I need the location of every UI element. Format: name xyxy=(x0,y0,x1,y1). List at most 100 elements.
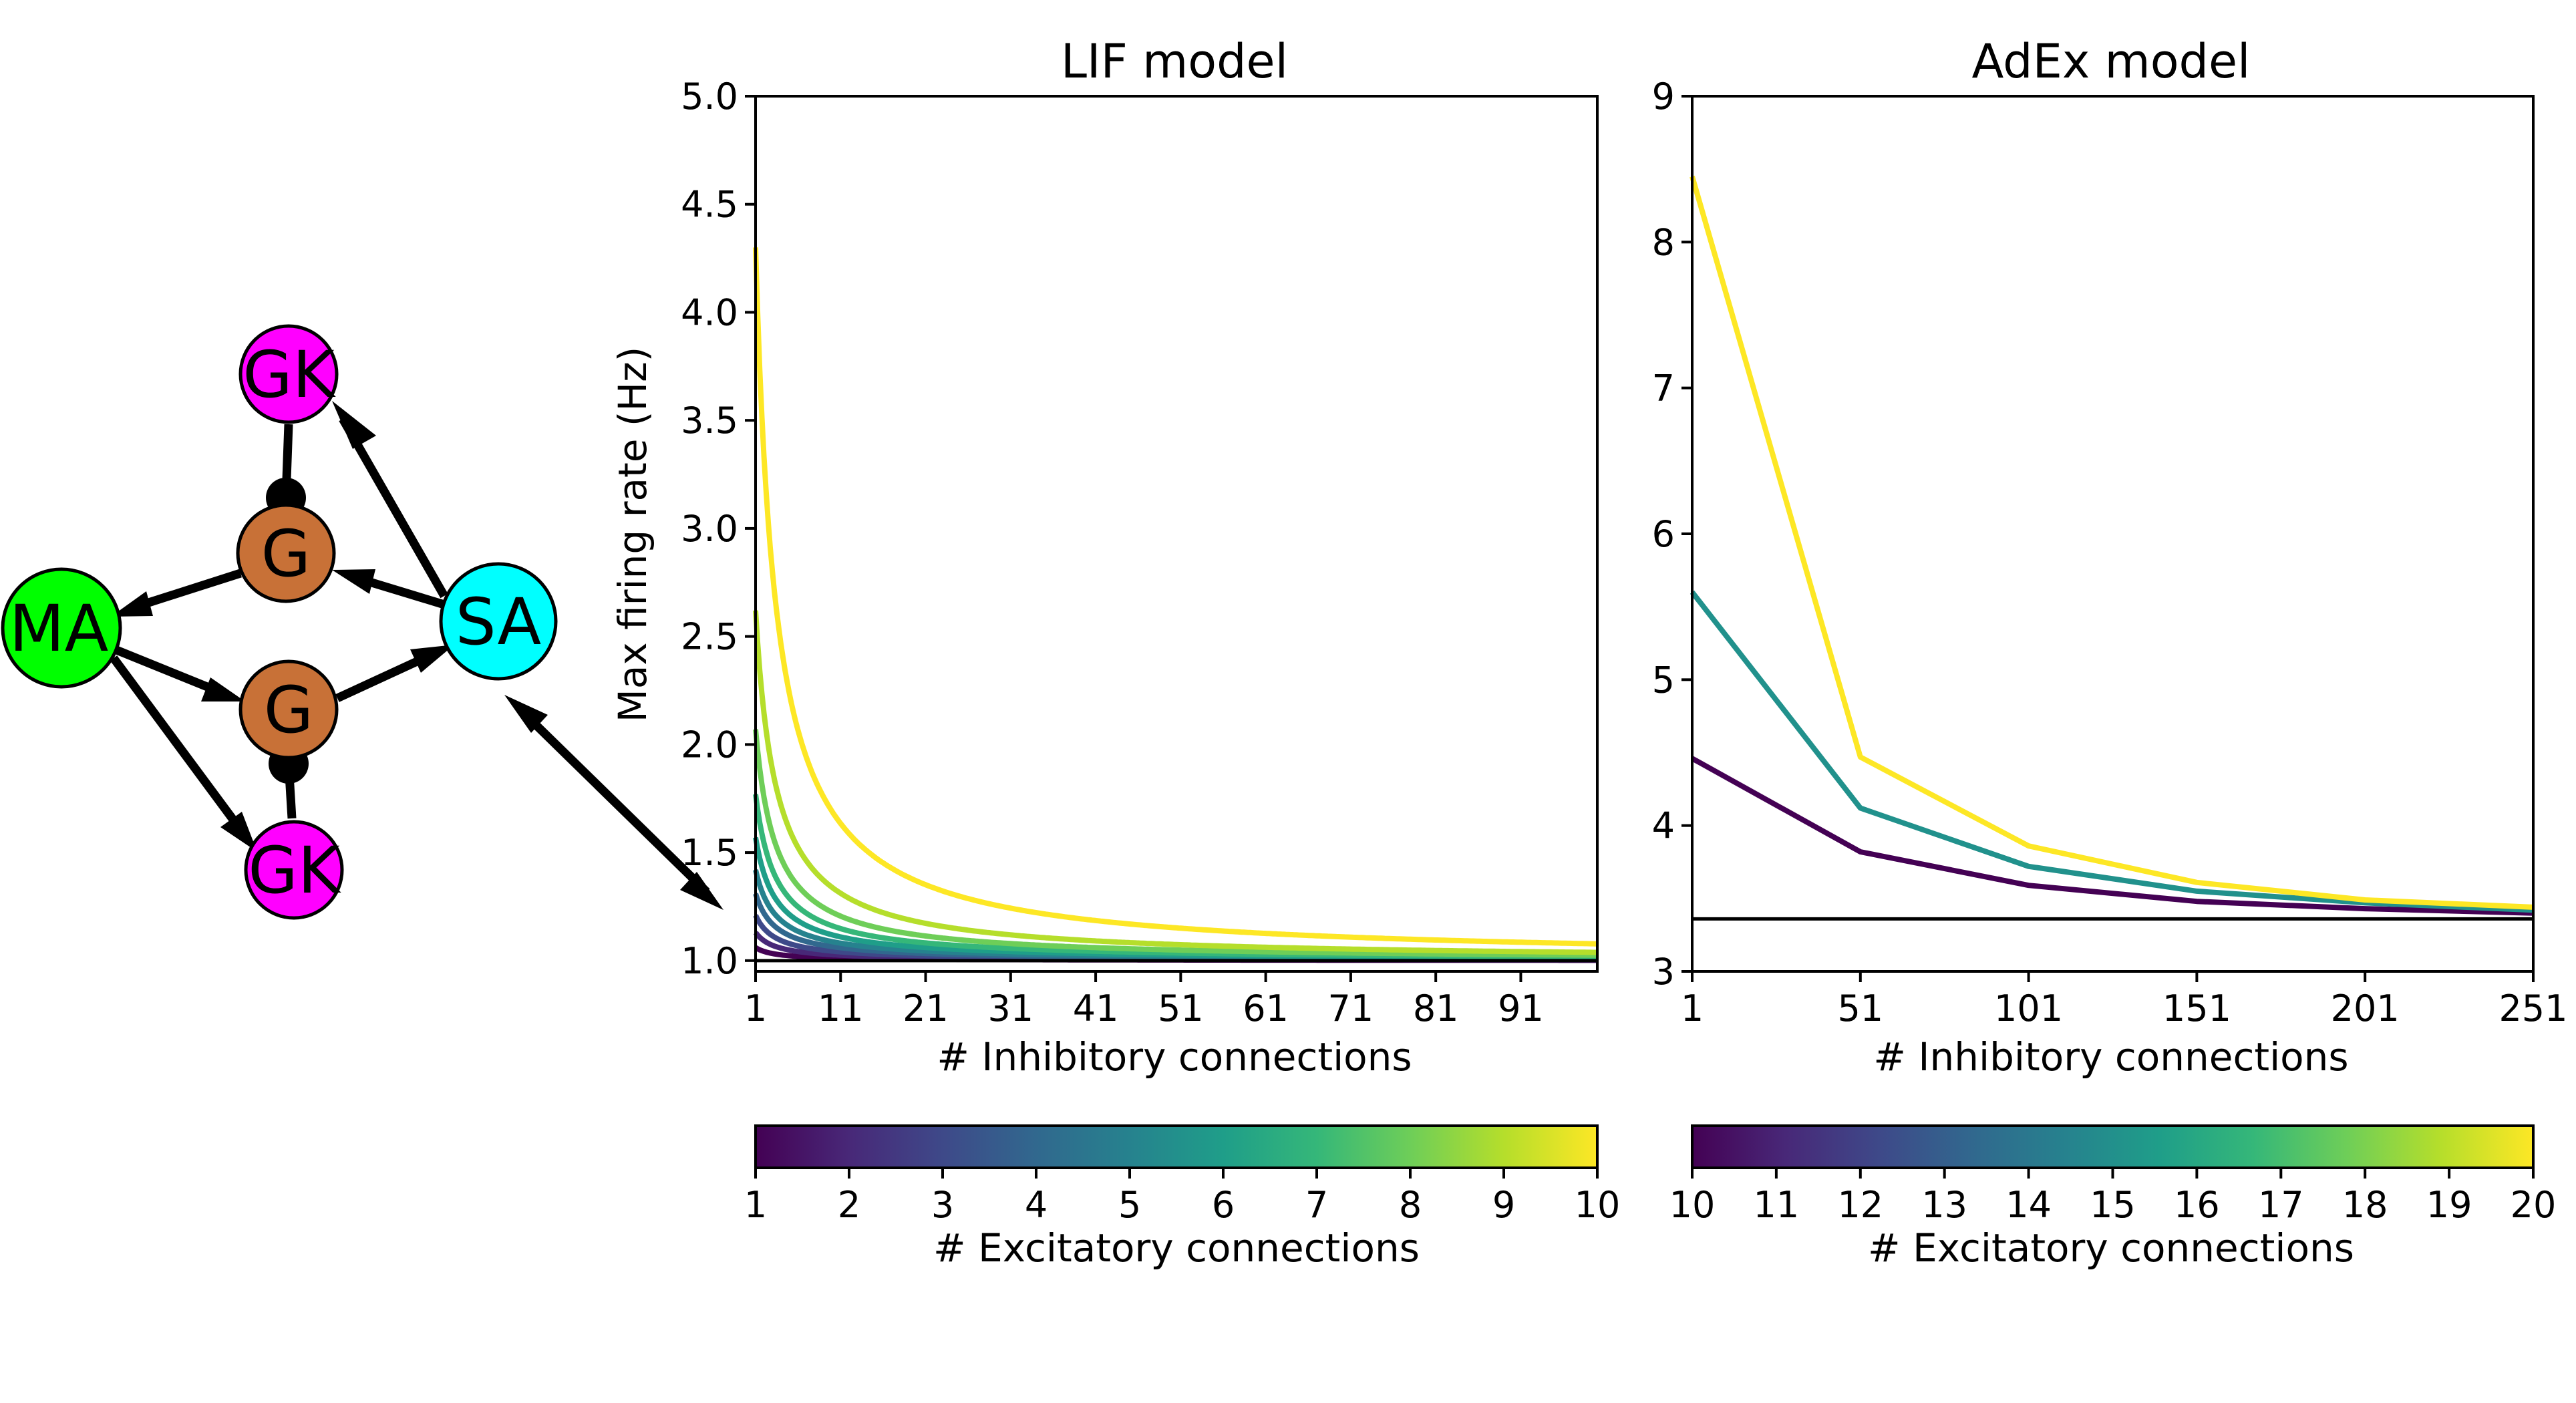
edge-sa-plot-arrowhead-end xyxy=(680,872,723,910)
edge-sa-plot xyxy=(528,717,710,895)
lif-y-tick-label: 4.0 xyxy=(681,291,738,333)
node-sa: SA xyxy=(439,562,558,681)
adex-y-tick-label: 7 xyxy=(1652,367,1675,410)
node-gk-top-label: GK xyxy=(243,337,335,412)
adex-y-tick-label: 5 xyxy=(1652,659,1675,701)
lif-x-tick-label: 1 xyxy=(744,987,767,1030)
lif-x-tick-label: 51 xyxy=(1158,987,1204,1030)
lif-colorbar-tick-label: 4 xyxy=(1025,1184,1048,1226)
edge-sa-plot-arrowhead-start xyxy=(504,695,548,733)
lif-title: LIF model xyxy=(1061,34,1288,89)
adex-colorbar-label: # Excitatory connections xyxy=(1868,1225,2354,1271)
node-g-top-label: G xyxy=(261,516,311,591)
adex-x-tick-label: 101 xyxy=(1994,987,2063,1030)
edge-ma-g-bot-arrowhead xyxy=(201,677,245,702)
edge-g-top-ma-arrowhead xyxy=(111,591,153,617)
node-g-bot-label: G xyxy=(264,673,313,748)
adex-x-tick-label: 201 xyxy=(2331,987,2400,1030)
adex-plot-frame xyxy=(1691,95,2535,973)
adex-series-line xyxy=(1689,175,2534,910)
lif-colorbar xyxy=(754,1124,1599,1169)
edge-ma-gk-bot-arrowhead xyxy=(220,812,257,852)
node-gk-top: GK xyxy=(238,324,339,424)
edge-sa-g-top xyxy=(359,575,446,609)
lif-colorbar-tick-label: 10 xyxy=(1575,1184,1621,1226)
lif-y-tick-label: 2.0 xyxy=(681,724,738,766)
lif-x-tick-label: 41 xyxy=(1073,987,1119,1030)
lif-series-line xyxy=(753,729,1598,958)
lif-colorbar-tick-label: 2 xyxy=(838,1184,860,1226)
edge-g-top-ma xyxy=(141,569,242,609)
lif-colorbar-tick-label: 3 xyxy=(931,1184,954,1226)
network-diagram: GK G MA SA G GK xyxy=(1,324,723,920)
node-ma-label: MA xyxy=(9,591,109,666)
lif-colorbar-tick-label: 9 xyxy=(1492,1184,1515,1226)
lif-y-tick-label: 1.0 xyxy=(681,940,738,982)
adex-colorbar-tick-label: 16 xyxy=(2174,1184,2220,1226)
adex-colorbar-tick-label: 15 xyxy=(2090,1184,2136,1226)
lif-colorbar-tick-label: 8 xyxy=(1399,1184,1422,1226)
adex-colorbar-tick-label: 12 xyxy=(1837,1184,1883,1226)
adex-x-axis-label: # Inhibitory connections xyxy=(1873,1034,2348,1080)
lif-x-tick-label: 81 xyxy=(1413,987,1459,1030)
node-sa-label: SA xyxy=(456,585,541,659)
adex-colorbar-tick-label: 19 xyxy=(2426,1184,2472,1226)
adex-chart: AdEx model # Inhibitory connections 3 4 5 6… xyxy=(1652,34,2568,1271)
lif-y-tick-label: 3.5 xyxy=(681,400,738,442)
adex-colorbar-tick-label: 18 xyxy=(2342,1184,2388,1226)
lif-y-tick-label: 2.5 xyxy=(681,616,738,658)
adex-lines xyxy=(1689,175,2534,916)
lif-x-tick-label: 71 xyxy=(1328,987,1374,1030)
node-gk-bot-label: GK xyxy=(248,833,341,908)
lif-x-axis-label: # Inhibitory connections xyxy=(937,1034,1412,1080)
lif-x-tick-label: 21 xyxy=(903,987,949,1030)
lif-colorbar-tick-label: 6 xyxy=(1212,1184,1235,1226)
adex-colorbar xyxy=(1691,1124,2535,1169)
adex-x-tick-label: 1 xyxy=(1681,987,1704,1030)
lif-y-axis-label: Max firing rate (Hz) xyxy=(610,347,655,722)
lif-series-line xyxy=(753,794,1598,959)
adex-colorbar-tick-label: 20 xyxy=(2511,1184,2557,1226)
adex-y-tick-label: 9 xyxy=(1652,75,1675,118)
lif-x-tick-label: 31 xyxy=(987,987,1033,1030)
lif-colorbar-label: # Excitatory connections xyxy=(933,1225,1420,1271)
adex-series-line xyxy=(1691,756,2534,916)
adex-x-tick-label: 251 xyxy=(2499,987,2567,1030)
adex-colorbar-tick-label: 13 xyxy=(1921,1184,1967,1226)
adex-x-tick-label: 151 xyxy=(2162,987,2231,1030)
adex-y-tick-label: 4 xyxy=(1652,805,1675,847)
adex-y-tick-label: 8 xyxy=(1652,221,1675,263)
edge-sa-gk-top-arrowhead xyxy=(332,401,376,449)
adex-colorbar-tick-label: 17 xyxy=(2258,1184,2304,1226)
node-g-top: G xyxy=(236,503,336,603)
edge-ma-g-bot xyxy=(113,645,216,694)
edge-g-bot-sa-arrowhead xyxy=(410,645,454,673)
lif-series-line xyxy=(753,610,1598,955)
lif-chart: LIF model Max firing rate (Hz) # Inhibit… xyxy=(610,34,1620,1271)
adex-x-tick-label: 51 xyxy=(1837,987,1883,1030)
edge-g-bot-sa xyxy=(335,654,426,702)
lif-y-tick-label: 3.0 xyxy=(681,508,738,550)
lif-y-tick-label: 5.0 xyxy=(681,75,738,118)
adex-series-line xyxy=(1689,590,2534,913)
lif-colorbar-ticks: 1 2 3 4 5 6 7 8 9 10 xyxy=(744,1168,1621,1226)
edge-sa-gk-top xyxy=(339,416,448,599)
lif-plot-frame xyxy=(754,95,1599,973)
node-ma: MA xyxy=(1,567,122,689)
lif-ticks: 1.01.52.02.53.03.54.04.55.01 11 21 31 41 51 61… xyxy=(681,75,1544,1030)
lif-x-tick-label: 91 xyxy=(1498,987,1544,1030)
lif-x-tick-label: 61 xyxy=(1243,987,1289,1030)
node-gk-bot: GK xyxy=(244,820,344,920)
lif-colorbar-tick-label: 7 xyxy=(1305,1184,1328,1226)
lif-series-line xyxy=(753,247,1598,947)
adex-colorbar-tick-label: 14 xyxy=(2005,1184,2052,1226)
adex-title: AdEx model xyxy=(1972,34,2251,89)
lif-colorbar-tick-label: 5 xyxy=(1118,1184,1141,1226)
lif-x-tick-label: 11 xyxy=(818,987,864,1030)
adex-colorbar-tick-label: 11 xyxy=(1754,1184,1800,1226)
adex-colorbar-tick-label: 10 xyxy=(1669,1184,1716,1226)
node-g-bot: G xyxy=(238,659,339,760)
lif-y-tick-label: 1.5 xyxy=(681,832,738,874)
